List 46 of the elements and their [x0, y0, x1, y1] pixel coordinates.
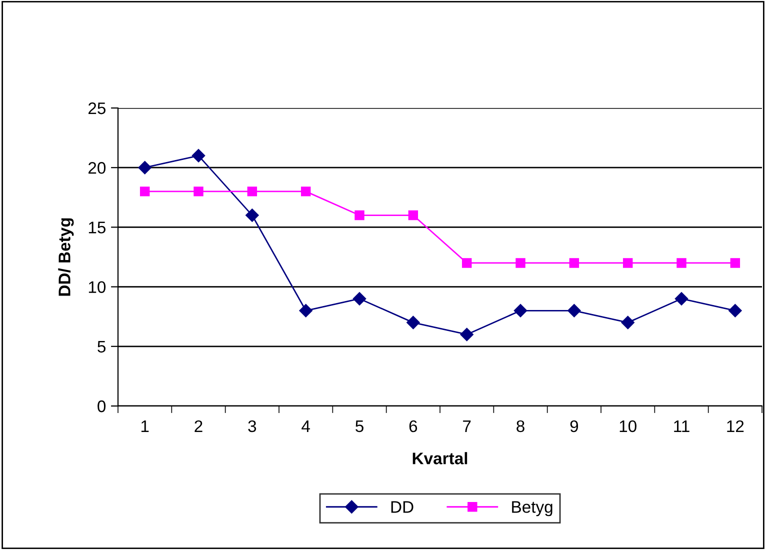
x-tick-label: 1: [141, 420, 149, 432]
x-tick-label: 8: [516, 420, 524, 432]
y-axis-title: DD/ Betyg: [58, 218, 74, 296]
point: [516, 258, 526, 268]
x-tick-label: 9: [570, 420, 578, 432]
y-tick-label: 20: [88, 162, 106, 174]
legend-label: Betyg: [512, 501, 552, 516]
y-tick-label: 10: [88, 281, 106, 294]
point: [674, 292, 688, 306]
point: [569, 258, 580, 268]
point: [514, 304, 528, 318]
point: [138, 161, 152, 174]
point: [621, 316, 634, 330]
x-tick-label: 11: [674, 420, 690, 432]
x-tick-label: 12: [727, 420, 744, 432]
x-tick-label: 10: [620, 420, 636, 432]
x-axis-title: Kvartal: [412, 452, 468, 464]
point: [408, 210, 418, 220]
point: [194, 186, 204, 196]
x-tick-label: 7: [463, 420, 471, 432]
point: [406, 316, 420, 330]
point: [192, 149, 206, 162]
x-tick-label: 4: [302, 420, 310, 432]
point: [730, 258, 740, 268]
y-tick-label: 25: [88, 102, 106, 114]
x-tick-label: 5: [356, 420, 364, 432]
point: [246, 208, 259, 222]
point: [247, 186, 258, 196]
point: [300, 186, 311, 196]
y-tick-label: 0: [98, 400, 106, 412]
x-tick-label: 6: [409, 420, 418, 432]
x-tick-label: 3: [248, 420, 256, 432]
point: [622, 258, 633, 268]
point: [354, 210, 364, 220]
legend-label: DD: [391, 501, 414, 513]
point: [462, 258, 472, 268]
point: [460, 328, 474, 342]
x-tick-label: 2: [194, 420, 202, 432]
point: [352, 292, 366, 306]
point: [728, 304, 742, 318]
point: [299, 304, 312, 318]
point: [140, 186, 150, 196]
point: [676, 258, 686, 268]
point: [568, 304, 581, 318]
y-tick-label: 15: [88, 222, 106, 234]
y-tick-label: 5: [98, 340, 106, 353]
